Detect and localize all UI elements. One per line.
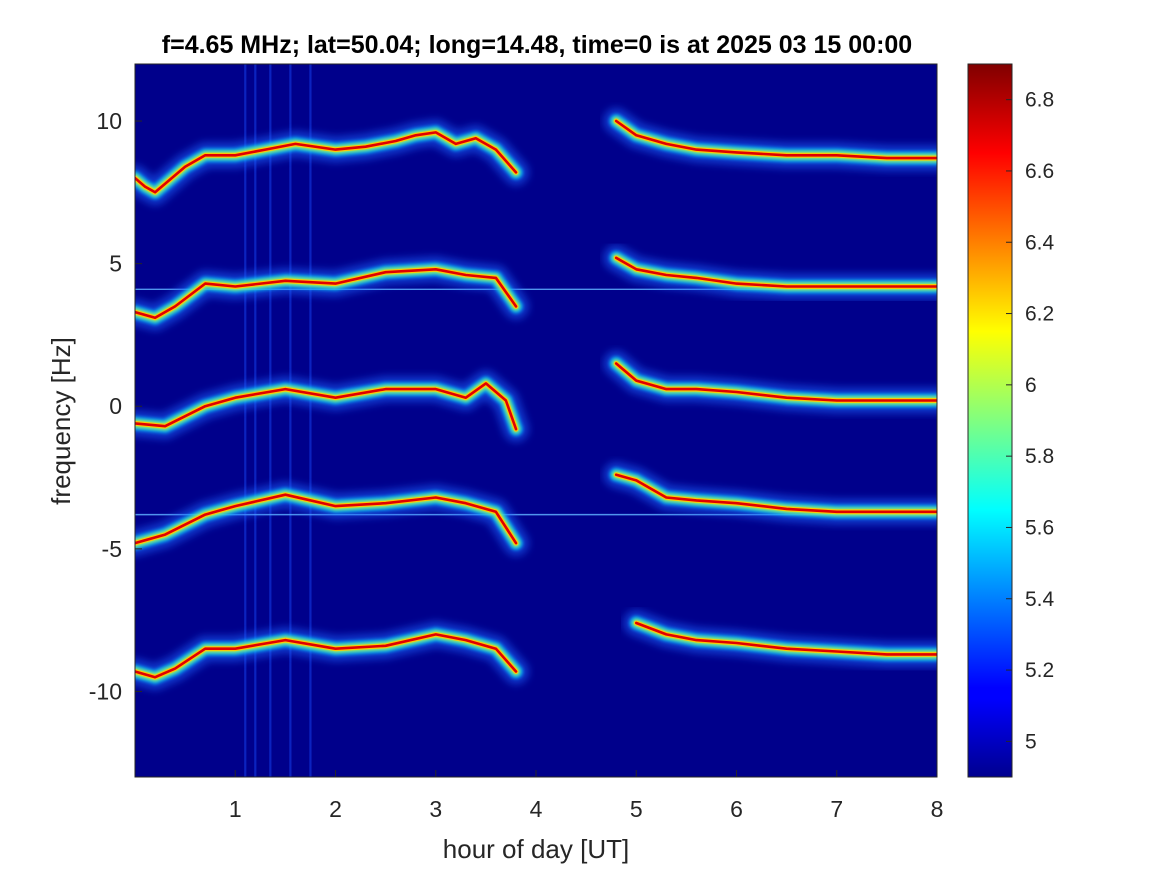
- trace-1-segment-0-layer-4: [135, 268, 518, 320]
- x-tick-label-7: 8: [931, 796, 944, 822]
- colorbar-tick-label-3: 5.6: [1025, 516, 1054, 539]
- trace-4-segment-1-layer-4: [635, 621, 937, 656]
- y-axis-label: frequency [Hz]: [46, 337, 76, 505]
- trace-0-segment-0-layer-4: [135, 131, 518, 194]
- y-tick-label-4: 10: [96, 108, 122, 134]
- trace-2-segment-1-layer-4: [614, 362, 937, 402]
- x-tick-label-4: 5: [630, 796, 643, 822]
- colorbar-ticks: 5 5.2 5.4 5.6 5.8 6 6.2 6.4 6.6 6.8: [1006, 89, 1055, 753]
- x-tick-label-1: 2: [329, 796, 342, 822]
- colorbar-gradient: [967, 63, 1013, 778]
- colorbar-tick-label-5: 6: [1025, 374, 1037, 397]
- y-tick-label-2: 0: [109, 393, 122, 419]
- trace-4-segment-0-layer-4: [135, 633, 518, 679]
- colorbar-tick-label-0: 5: [1025, 730, 1037, 753]
- y-axis-ticks: -10 -5 0 5 10: [89, 108, 142, 704]
- colorbar-tick-label-7: 6.4: [1025, 231, 1055, 254]
- trace-2-segment-0-layer-4: [135, 382, 518, 431]
- y-tick-label-0: -10: [89, 678, 122, 704]
- colorbar-tick-label-9: 6.8: [1025, 89, 1054, 112]
- plot-area: [134, 63, 938, 778]
- x-tick-label-6: 7: [830, 796, 843, 822]
- trace-3-segment-0-layer-4: [135, 493, 518, 545]
- colorbar-tick-label-2: 5.4: [1025, 588, 1055, 611]
- x-tick-label-3: 4: [530, 796, 543, 822]
- colorbar-tick-label-6: 6.2: [1025, 303, 1054, 326]
- y-tick-label-3: 5: [109, 251, 122, 277]
- colorbar-tick-label-1: 5.2: [1025, 659, 1054, 682]
- x-tick-label-2: 3: [429, 796, 442, 822]
- trace-1-segment-1-layer-4: [614, 256, 937, 288]
- trace-3-segment-1-layer-4: [614, 473, 937, 514]
- x-axis-label: hour of day [UT]: [443, 834, 629, 864]
- trace-0-segment-1-layer-4: [614, 119, 937, 160]
- x-tick-label-0: 1: [229, 796, 242, 822]
- y-tick-label-1: -5: [102, 536, 122, 562]
- colorbar-tick-label-8: 6.6: [1025, 160, 1054, 183]
- x-axis-ticks: 1 2 3 4 5 6 7 8: [229, 770, 944, 822]
- colorbar-tick-label-4: 5.8: [1025, 445, 1054, 468]
- chart-title: f=4.65 MHz; lat=50.04; long=14.48, time=…: [162, 31, 912, 59]
- x-tick-label-5: 6: [730, 796, 743, 822]
- colorbar: 5 5.2 5.4 5.6 5.8 6 6.2 6.4 6.6 6.8: [967, 63, 1055, 778]
